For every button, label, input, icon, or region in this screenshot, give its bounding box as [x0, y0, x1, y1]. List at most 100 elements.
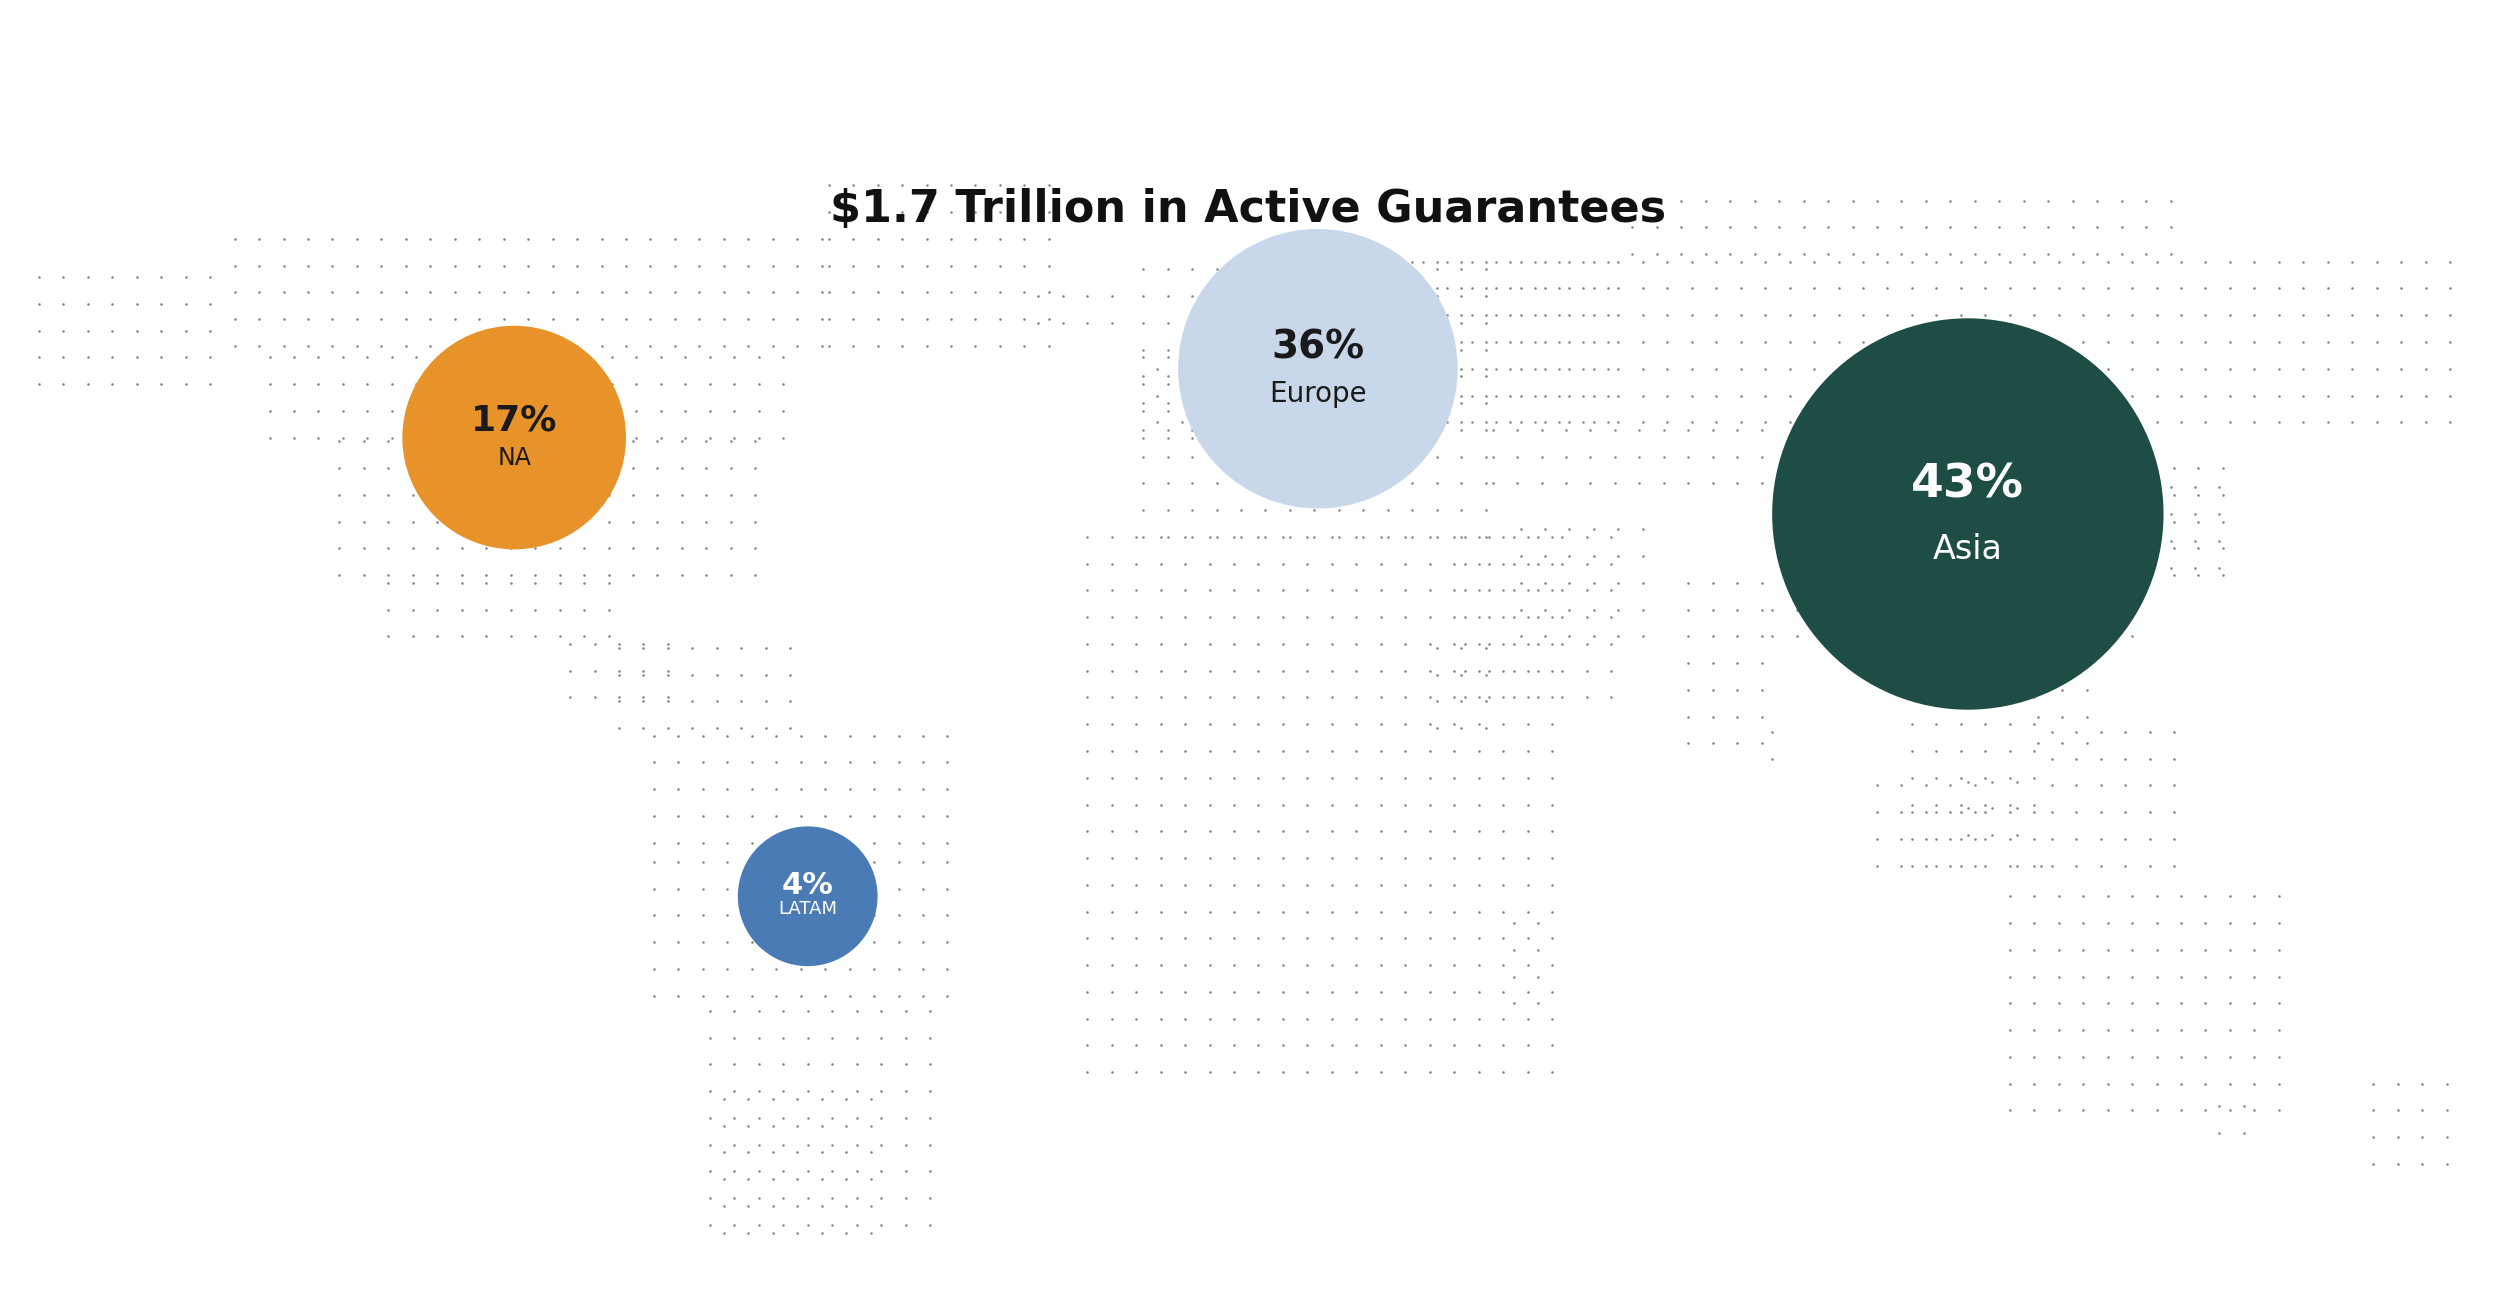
Point [649, 638, 689, 659]
Point [1942, 767, 1982, 788]
Point [1622, 305, 1662, 326]
Point [2209, 305, 2249, 326]
Point [1942, 687, 1982, 708]
Point [2401, 1154, 2441, 1174]
Point [2309, 385, 2349, 406]
Point [739, 1107, 779, 1128]
Point [729, 1196, 769, 1217]
Point [1191, 580, 1231, 601]
Point [811, 1000, 851, 1021]
Point [1213, 687, 1253, 708]
Point [1335, 1062, 1375, 1083]
Point [1295, 420, 1335, 441]
Point [2104, 512, 2144, 532]
Point [721, 638, 761, 659]
Point [1493, 660, 1533, 681]
Point [854, 753, 894, 773]
Point [1263, 928, 1303, 949]
Point [1028, 175, 1068, 196]
Point [564, 512, 604, 532]
Point [599, 691, 639, 712]
Point [250, 374, 290, 394]
Point [592, 347, 631, 367]
Point [2014, 545, 2054, 566]
Point [1533, 1035, 1572, 1056]
Point [1018, 286, 1058, 307]
Point [776, 1115, 816, 1136]
Point [1141, 794, 1181, 815]
Point [1989, 913, 2029, 933]
Point [2309, 358, 2349, 379]
Point [904, 779, 943, 799]
Point [1867, 278, 1907, 299]
Point [851, 1169, 891, 1190]
Point [1418, 259, 1458, 280]
Point [2331, 358, 2371, 379]
Point [1360, 1008, 1400, 1029]
Point [2152, 531, 2191, 552]
Point [1435, 1062, 1475, 1083]
Point [1270, 420, 1310, 441]
Point [1508, 580, 1548, 601]
Point [1475, 358, 1515, 379]
Point [1989, 660, 2029, 681]
Point [1465, 251, 1505, 272]
Point [467, 431, 507, 451]
Point [811, 1188, 851, 1209]
Point [684, 833, 724, 853]
Point [2152, 477, 2191, 498]
Point [1770, 412, 1810, 433]
Point [1385, 955, 1425, 976]
Point [706, 806, 746, 826]
Point [2127, 244, 2167, 264]
Point [369, 512, 409, 532]
Point [1587, 385, 1627, 406]
Point [931, 201, 971, 222]
Point [1385, 874, 1425, 895]
Point [1335, 553, 1375, 574]
Point [2162, 1100, 2201, 1120]
Point [539, 485, 579, 505]
Point [312, 282, 352, 303]
Point [956, 335, 996, 356]
Point [1917, 251, 1957, 272]
Point [811, 1134, 851, 1155]
Point [2162, 940, 2201, 960]
Point [2259, 940, 2299, 960]
Point [666, 427, 706, 447]
Point [1335, 981, 1375, 1002]
Point [1947, 825, 1987, 846]
Point [689, 1107, 729, 1128]
Point [1123, 374, 1163, 394]
Point [1533, 1062, 1572, 1083]
Point [1295, 446, 1335, 467]
Point [2087, 465, 2127, 486]
Point [1068, 821, 1108, 842]
Point [631, 309, 671, 330]
Point [1540, 331, 1580, 352]
Point [1525, 251, 1565, 272]
Point [1458, 714, 1498, 735]
Point [1575, 412, 1615, 433]
Point [2039, 465, 2079, 486]
Point [754, 1222, 794, 1243]
Point [1667, 652, 1707, 673]
Point [1148, 374, 1188, 394]
Point [2057, 722, 2097, 742]
Point [634, 852, 674, 873]
Point [2186, 385, 2226, 406]
Point [347, 374, 387, 394]
Point [1745, 358, 1785, 379]
Point [589, 572, 629, 593]
Point [684, 959, 724, 980]
Point [2259, 278, 2299, 299]
Point [801, 1222, 841, 1243]
Point [592, 427, 631, 447]
Point [1917, 634, 1957, 655]
Point [392, 565, 432, 585]
Point [2082, 512, 2122, 532]
Point [1620, 446, 1660, 467]
Point [1173, 427, 1213, 447]
Point [756, 852, 796, 873]
Point [614, 458, 654, 478]
